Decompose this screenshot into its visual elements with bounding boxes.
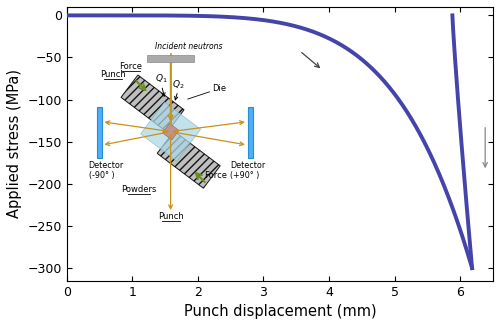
Polygon shape [157, 131, 220, 188]
Text: Powders: Powders [122, 185, 156, 194]
Text: Force: Force [120, 62, 142, 71]
Text: Detector: Detector [230, 161, 266, 170]
Text: Incident neutrons: Incident neutrons [155, 42, 222, 52]
Text: (-90° ): (-90° ) [88, 171, 115, 180]
Bar [248, 107, 253, 158]
Bar [96, 107, 102, 158]
Text: Punch: Punch [158, 212, 184, 221]
Text: $Q_1$: $Q_1$ [156, 73, 168, 85]
Polygon shape [162, 123, 179, 140]
Text: (+90° ): (+90° ) [230, 171, 260, 180]
X-axis label: Punch displacement (mm): Punch displacement (mm) [184, 304, 376, 319]
Polygon shape [140, 102, 200, 161]
Text: Force: Force [204, 171, 228, 180]
Text: Punch: Punch [100, 70, 126, 79]
Y-axis label: Applied stress (MPa): Applied stress (MPa) [7, 69, 22, 218]
Bar [147, 55, 194, 62]
Text: $Q_2$: $Q_2$ [172, 78, 184, 91]
Text: Die: Die [212, 84, 226, 93]
Polygon shape [121, 75, 184, 132]
Text: Detector: Detector [88, 161, 124, 170]
